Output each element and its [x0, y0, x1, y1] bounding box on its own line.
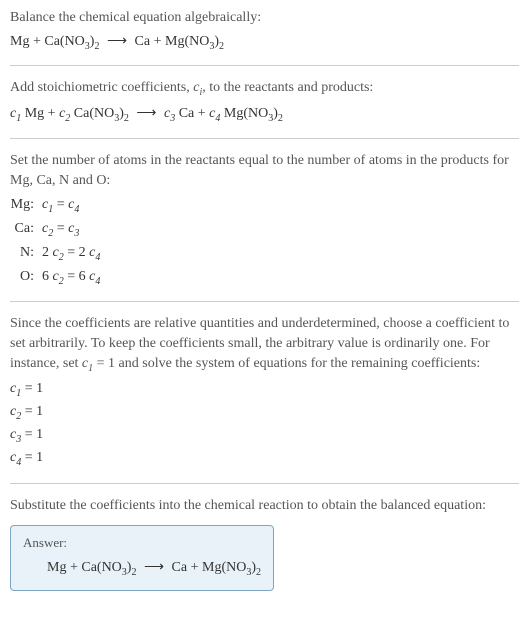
atom-equation: c1 = c4 — [42, 194, 106, 218]
reactant-2: Ca(NO3)2 — [44, 34, 99, 49]
product-1: Ca — [172, 560, 188, 575]
answer-box: Answer: Mg + Ca(NO3)2 ⟶ Ca + Mg(NO3)2 — [10, 525, 274, 591]
section-answer: Substitute the coefficients into the che… — [10, 496, 519, 604]
prompt-text: Balance the chemical equation algebraica… — [10, 8, 519, 28]
prompt-text: Set the number of atoms in the reactants… — [10, 151, 519, 190]
arrow-icon: ⟶ — [103, 34, 131, 49]
coefficient-value: c4 = 1 — [10, 448, 519, 470]
coefficient-value: c3 = 1 — [10, 425, 519, 447]
table-row: Mg: c1 = c4 — [10, 194, 106, 218]
coefficient-value: c2 = 1 — [10, 402, 519, 424]
atom-equation: 6 c2 = 6 c4 — [42, 266, 106, 290]
arrow-icon: ⟶ — [140, 560, 168, 575]
answer-label: Answer: — [23, 534, 261, 552]
product-2: Mg(NO3)2 — [202, 560, 261, 575]
arrow-icon: ⟶ — [132, 106, 160, 121]
coefficient-value: c1 = 1 — [10, 379, 519, 401]
balanced-equation: Mg + Ca(NO3)2 ⟶ Ca + Mg(NO3)2 — [23, 558, 261, 580]
unbalanced-equation: Mg + Ca(NO3)2 ⟶ Ca + Mg(NO3)2 — [10, 32, 519, 54]
term-4: Mg(NO3)2 — [220, 106, 283, 121]
reactant-1: Mg — [10, 34, 29, 49]
plus: + — [198, 106, 206, 121]
table-row: N: 2 c2 = 2 c4 — [10, 242, 106, 266]
plus: + — [191, 560, 199, 575]
atom-equation: c2 = c3 — [42, 218, 106, 242]
reactant-1: Mg — [47, 560, 66, 575]
product-2: Mg(NO3)2 — [165, 34, 224, 49]
product-1: Ca — [135, 34, 151, 49]
prompt-text: Since the coefficients are relative quan… — [10, 314, 519, 375]
term-2: Ca(NO3)2 — [70, 106, 129, 121]
element-label: N: — [10, 242, 42, 266]
term-3: Ca — [175, 106, 194, 121]
atom-balance-table: Mg: c1 = c4 Ca: c2 = c3 N: 2 c2 = 2 c4 O… — [10, 194, 106, 289]
prompt-text: Substitute the coefficients into the che… — [10, 496, 519, 516]
coef-c2: c2 — [59, 106, 70, 121]
section-balance-prompt: Balance the chemical equation algebraica… — [10, 8, 519, 66]
coefficient-symbol: ci — [193, 80, 202, 95]
element-label: Ca: — [10, 218, 42, 242]
coefficient-equation: c1 Mg + c2 Ca(NO3)2 ⟶ c3 Ca + c4 Mg(NO3)… — [10, 104, 519, 126]
coef-c3: c3 — [164, 106, 175, 121]
plus: + — [154, 34, 162, 49]
plus: + — [33, 34, 41, 49]
term-1: Mg — [21, 106, 44, 121]
section-solve-coefficients: Since the coefficients are relative quan… — [10, 314, 519, 483]
coef-c1: c1 — [10, 106, 21, 121]
coef-c4: c4 — [209, 106, 220, 121]
table-row: Ca: c2 = c3 — [10, 218, 106, 242]
plus: + — [70, 560, 78, 575]
atom-equation: 2 c2 = 2 c4 — [42, 242, 106, 266]
section-atom-equations: Set the number of atoms in the reactants… — [10, 151, 519, 302]
coefficient-list: c1 = 1 c2 = 1 c3 = 1 c4 = 1 — [10, 379, 519, 469]
plus: + — [48, 106, 56, 121]
coefficient-symbol: c1 — [82, 356, 93, 371]
prompt-text: Add stoichiometric coefficients, ci, to … — [10, 78, 519, 100]
reactant-2: Ca(NO3)2 — [81, 560, 136, 575]
section-stoichiometric: Add stoichiometric coefficients, ci, to … — [10, 78, 519, 139]
table-row: O: 6 c2 = 6 c4 — [10, 266, 106, 290]
element-label: Mg: — [10, 194, 42, 218]
element-label: O: — [10, 266, 42, 290]
